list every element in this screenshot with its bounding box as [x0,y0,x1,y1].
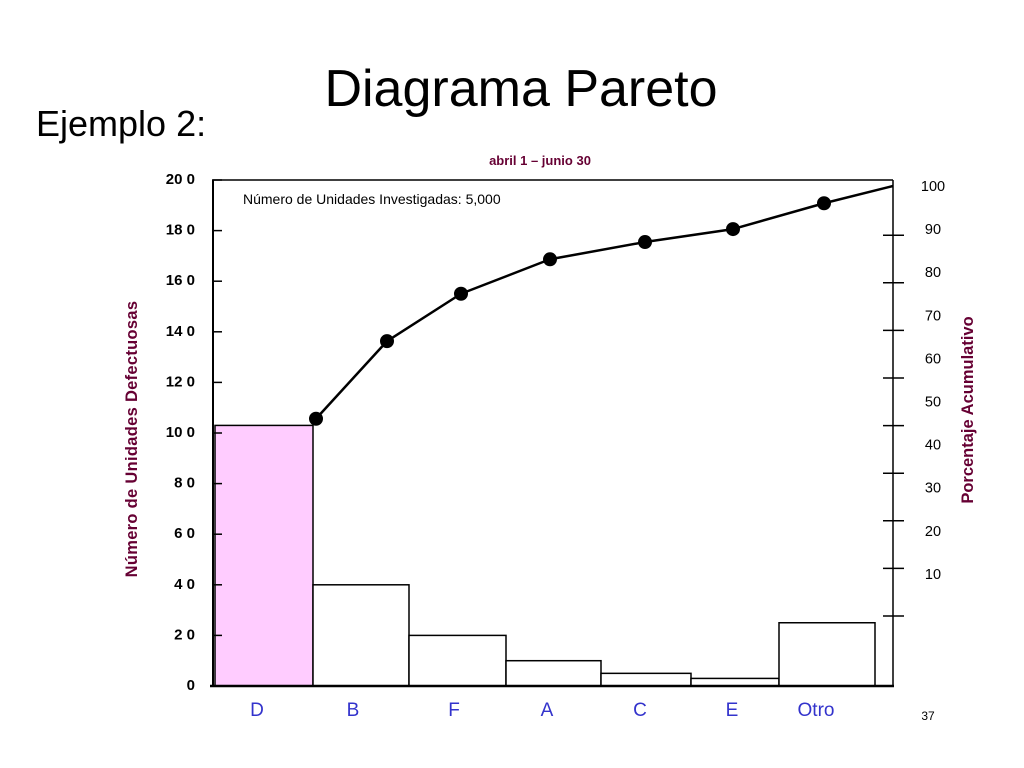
bar-b [312,584,410,687]
right-y-axis-label: Porcentaje Acumulativo [959,316,977,503]
y2-tick-label-50: 50 [925,395,941,411]
left-y-axis-label: Número de Unidades Defectuosas [123,301,141,578]
y2-tick-label-10: 10 [925,567,941,583]
bar-c [600,672,692,687]
cumulative-dot-a [543,252,557,267]
x-tick-label-b: B [347,700,360,721]
y2-tick-label-90: 90 [925,222,941,238]
bar-d [214,424,314,687]
x-tick-label-c: C [633,700,647,721]
cumulative-line-group [315,184,894,420]
chart-subtitle: abril 1 – junio 30 [489,153,591,168]
y2-tick-label-70: 70 [925,308,941,324]
y-tick-label-120: 12 0 [166,373,195,390]
bar-f [408,634,507,687]
y2-tick-label-20: 20 [925,524,941,540]
y2-tick-label-80: 80 [925,265,941,281]
y-tick-label-0: 0 [187,677,195,694]
cumulative-line [315,184,894,420]
cumulative-dot-f [454,286,468,301]
cumulative-dot-b [380,334,394,349]
y-tick-label-140: 14 0 [166,323,195,340]
x-tick-label-f: F [448,700,460,721]
cumulative-dots-group [309,196,831,426]
page-number: 37 [921,709,935,723]
y-tick-label-80: 8 0 [174,475,195,492]
left-y-ticks [212,179,222,687]
y-tick-label-60: 6 0 [174,525,195,542]
cumulative-dot-d [309,411,323,426]
cumulative-dot-c [638,235,652,250]
slide-subtitle: Ejemplo 2: [36,103,207,144]
cumulative-dot-e [726,222,740,237]
y2-tick-label-100: 100 [921,179,945,195]
y2-tick-label-30: 30 [925,481,941,497]
x-tick-label-otro: Otro [798,700,835,721]
y2-tick-label-40: 40 [925,438,941,454]
y2-tick-label-60: 60 [925,351,941,367]
cumulative-dot-otro [817,196,831,211]
y-tick-label-200: 20 0 [166,171,195,188]
x-tick-label-d: D [250,700,264,721]
bar-otro [778,622,876,687]
y-tick-label-160: 16 0 [166,272,195,289]
y-tick-label-40: 4 0 [174,576,195,593]
y-tick-label-20: 2 0 [174,626,195,643]
y-tick-label-180: 18 0 [166,222,195,239]
bars-group [214,424,876,687]
right-y-tick-labels: 10 20 30 40 50 60 70 80 90 100 [921,179,945,583]
chart-annotation: Número de Unidades Investigadas: 5,000 [243,191,501,207]
x-tick-label-e: E [726,700,739,721]
left-y-tick-labels: 0 2 0 4 0 6 0 8 0 10 0 12 0 14 0 16 0 18 0 20 0 [166,171,195,694]
slide-title: Diagrama Pareto [324,60,718,118]
right-y-ticks [883,234,904,617]
x-tick-label-a: A [541,700,554,721]
category-labels: D B F A C E Otro [250,700,834,721]
y-tick-label-100: 10 0 [166,424,195,441]
bar-a [505,659,602,687]
